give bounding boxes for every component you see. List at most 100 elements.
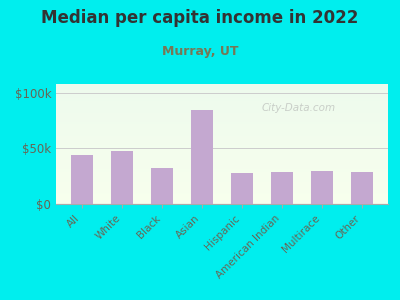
Bar [56, 202, 388, 203]
Bar [56, 187, 388, 188]
Bar [56, 124, 388, 125]
Bar [56, 118, 388, 119]
Bar [271, 172, 293, 204]
Bar [56, 196, 388, 197]
Bar [56, 121, 388, 122]
Bar [56, 106, 388, 107]
Bar [56, 174, 388, 175]
Bar [231, 173, 253, 204]
Bar [56, 98, 388, 100]
Bar [56, 155, 388, 156]
Text: City-Data.com: City-Data.com [261, 103, 336, 113]
Bar [56, 197, 388, 198]
Bar [56, 150, 388, 151]
Bar [56, 90, 388, 91]
Bar [56, 85, 388, 86]
Bar [56, 104, 388, 106]
Text: Median per capita income in 2022: Median per capita income in 2022 [41, 9, 359, 27]
Bar [56, 193, 388, 194]
Bar [56, 149, 388, 150]
Bar [56, 95, 388, 96]
Text: Murray, UT: Murray, UT [162, 45, 238, 58]
Bar [56, 97, 388, 98]
Bar [56, 102, 388, 103]
Bar [56, 134, 388, 136]
Bar [56, 180, 388, 181]
Bar [56, 161, 388, 162]
Bar [311, 171, 333, 204]
Bar [56, 103, 388, 104]
Bar [56, 89, 388, 90]
Bar [56, 176, 388, 178]
Bar [56, 119, 388, 120]
Bar [56, 88, 388, 89]
Bar [56, 162, 388, 163]
Bar [56, 203, 388, 204]
Bar [56, 182, 388, 184]
Bar [56, 200, 388, 202]
Bar [56, 163, 388, 164]
Bar [56, 94, 388, 95]
Bar [56, 173, 388, 174]
Bar [56, 148, 388, 149]
Bar [56, 144, 388, 145]
Bar [56, 128, 388, 130]
Bar [56, 110, 388, 112]
Bar [56, 137, 388, 138]
Bar [56, 184, 388, 185]
Bar [111, 151, 133, 204]
Bar [56, 181, 388, 182]
Bar [56, 133, 388, 134]
Bar [56, 194, 388, 196]
Bar [56, 178, 388, 179]
Bar [56, 185, 388, 186]
Bar [56, 125, 388, 126]
Bar [56, 156, 388, 157]
Bar [71, 155, 93, 204]
Bar [56, 145, 388, 146]
Bar [56, 167, 388, 168]
Bar [56, 142, 388, 143]
Bar [56, 139, 388, 140]
Bar [56, 166, 388, 167]
Bar [56, 146, 388, 148]
Bar [56, 130, 388, 131]
Bar [56, 109, 388, 110]
Bar [56, 164, 388, 166]
Bar [351, 172, 373, 204]
Bar [56, 112, 388, 113]
Bar [56, 120, 388, 121]
Bar [56, 96, 388, 97]
Bar [56, 186, 388, 187]
Bar [56, 143, 388, 144]
Bar [56, 152, 388, 154]
Bar [56, 175, 388, 176]
Bar [56, 84, 388, 85]
Bar [56, 170, 388, 172]
Bar [191, 110, 213, 204]
Bar [56, 169, 388, 170]
Bar [56, 158, 388, 160]
Bar [56, 199, 388, 200]
Bar [56, 192, 388, 193]
Bar [151, 168, 173, 204]
Bar [56, 157, 388, 158]
Bar [56, 114, 388, 115]
Bar [56, 116, 388, 118]
Bar [56, 168, 388, 169]
Bar [56, 131, 388, 132]
Bar [56, 160, 388, 161]
Bar [56, 179, 388, 180]
Bar [56, 154, 388, 155]
Bar [56, 190, 388, 191]
Bar [56, 108, 388, 109]
Bar [56, 86, 388, 88]
Bar [56, 101, 388, 102]
Bar [56, 172, 388, 173]
Bar [56, 132, 388, 133]
Bar [56, 126, 388, 127]
Bar [56, 115, 388, 116]
Bar [56, 91, 388, 92]
Bar [56, 138, 388, 139]
Bar [56, 151, 388, 152]
